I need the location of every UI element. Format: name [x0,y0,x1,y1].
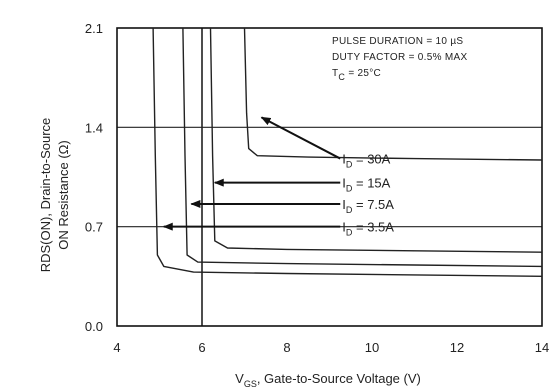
annotations: PULSE DURATION = 10 µS DUTY FACTOR = 0.5%… [332,36,467,82]
y-tick-label: 1.4 [85,120,103,135]
series-line [152,27,543,277]
x-axis-title: VGS, Gate-to-Source Voltage (V) [235,371,421,389]
annotation-text: PULSE DURATION = 10 µS [332,36,463,47]
series-labels: ID = 30A ID = 15A ID = 7.5A ID = 3.5A [342,152,394,238]
series-label: ID = 15A [342,176,390,194]
series-label: ID = 3.5A [342,220,394,238]
x-tick-label: 4 [113,340,120,355]
x-tick-label: 6 [198,340,205,355]
y-axis-title-line2: ON Resistance (Ω) [56,140,71,249]
series-label-arrow [260,116,341,160]
label-arrows [162,116,341,231]
series-label: ID = 7.5A [342,197,394,215]
annotation-text: TC = 25°C [332,68,381,82]
axis-ticks: 4 6 8 10 12 14 0.0 0.7 1.4 2.1 [85,21,549,355]
series-line [243,27,543,161]
x-tick-label: 8 [283,340,290,355]
x-tick-label: 12 [450,340,464,355]
x-tick-label: 10 [365,340,379,355]
series-line [182,27,543,268]
series-lines [152,27,543,277]
grid [117,28,542,326]
annotation-text: DUTY FACTOR = 0.5% MAX [332,52,467,63]
y-axis-title-line1: RDS(ON), Drain-to-Source [38,118,53,273]
series-label: ID = 30A [342,152,390,170]
x-tick-label: 14 [535,340,549,355]
y-tick-label: 0.7 [85,220,103,235]
plot-frame [116,27,543,327]
series-line [209,27,543,253]
y-tick-label: 0.0 [85,319,103,334]
y-tick-label: 2.1 [85,21,103,36]
